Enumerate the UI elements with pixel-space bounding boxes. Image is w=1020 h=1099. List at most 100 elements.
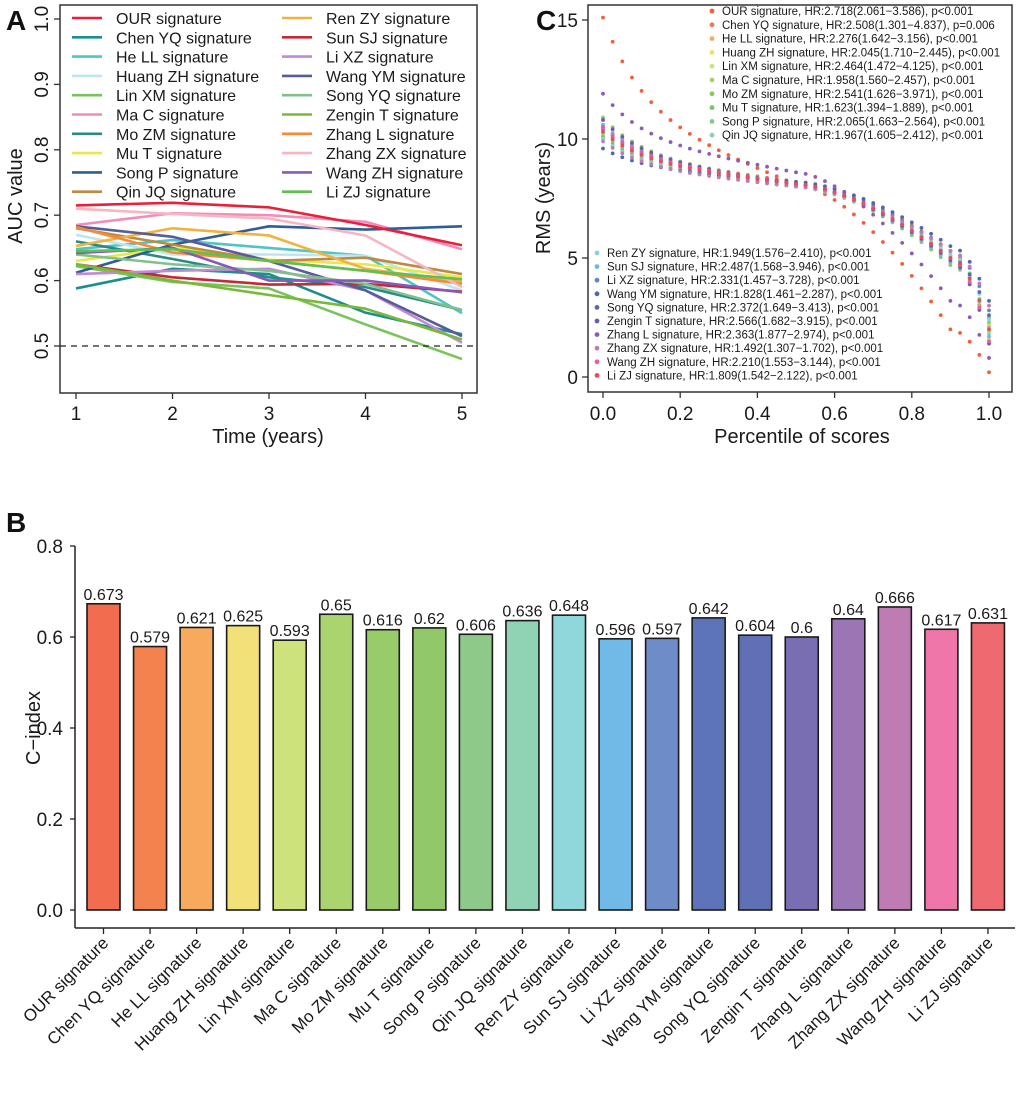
panel-b-y-axis-title: C−index [23, 691, 45, 765]
rms-point [977, 298, 982, 303]
rms-point [726, 173, 731, 177]
legend-marker [709, 22, 715, 28]
rms-point [967, 259, 972, 264]
x-tick-label: 0.2 [667, 404, 693, 425]
legend-marker [594, 291, 600, 297]
panel-c-plot-frame [587, 4, 1013, 393]
rms-point [639, 89, 644, 93]
rms-point [678, 169, 683, 174]
rms-point [678, 143, 683, 148]
rms-point [620, 112, 625, 117]
rms-point [987, 370, 991, 375]
rms-point [745, 175, 750, 180]
x-tick-label: 4 [360, 404, 371, 425]
bar-value-label: 0.636 [502, 604, 542, 621]
rms-point [649, 100, 654, 105]
rms-point [659, 109, 663, 114]
legend-label: Li XZ signature [326, 50, 434, 67]
legend-label: Zengin T signature, HR:2.566(1.682−3.915… [607, 316, 878, 328]
panel-c-rms-chart: OUR signature, HR:2.718(2.061−3.586), p<… [533, 4, 1013, 448]
rms-point [948, 327, 953, 332]
rms-point [958, 303, 962, 308]
rms-point [861, 201, 866, 206]
rms-point [871, 206, 876, 211]
legend-label: Sun SJ signature, HR:2.487(1.568−3.946),… [607, 262, 870, 274]
rms-point [649, 156, 654, 161]
bar-he-ll-signature [179, 626, 214, 911]
bar-lin-xm-signature [272, 639, 308, 911]
rms-point [610, 39, 615, 44]
rms-point [832, 184, 837, 189]
rms-point [630, 148, 634, 153]
legend-marker [594, 277, 600, 283]
legend-label: He LL signature, HR:2.276(1.642−3.156), … [722, 34, 978, 46]
bar-wang-zh-signature [924, 628, 959, 911]
rms-point [601, 125, 605, 129]
rms-point [987, 327, 991, 332]
y-tick-label: 0.2 [37, 810, 63, 831]
legend-marker [709, 63, 715, 69]
rms-point [958, 331, 962, 335]
legend-label: Li XZ signature, HR:2.331(1.457−3.728), … [607, 275, 860, 287]
rms-point [620, 155, 625, 160]
rms-point [755, 177, 760, 182]
rms-point [620, 143, 625, 148]
legend-label: Zengin T signature [326, 108, 459, 125]
panel-a-auc-chart: OUR signature Chen YQ signature He LL sign… [5, 4, 478, 448]
rms-point [765, 178, 769, 183]
rms-point [987, 317, 991, 322]
legend-label: Zhang ZX signature, HR:1.492(1.307−1.702… [607, 343, 883, 355]
rms-point [707, 152, 712, 156]
rms-point [823, 179, 827, 184]
rms-point [726, 153, 731, 157]
rms-point [668, 157, 673, 162]
legend-label: Wang YM signature [326, 69, 466, 86]
rms-point [890, 250, 895, 255]
rms-point [900, 240, 905, 245]
legend-marker [594, 250, 600, 256]
rms-point [958, 248, 962, 253]
bar-sun-sj-signature [598, 638, 633, 911]
rms-point [745, 160, 750, 165]
y-tick-label: 0.4 [37, 719, 64, 740]
bar-value-label: 0.625 [223, 609, 263, 626]
x-tick-label: 1 [71, 404, 82, 425]
bar-song-p-signature [458, 633, 494, 911]
y-tick-label: 1.0 [32, 6, 53, 32]
rms-point [909, 220, 914, 225]
rms-point [900, 262, 905, 266]
rms-point [967, 276, 972, 281]
rms-point [716, 154, 721, 159]
rms-point [861, 220, 866, 225]
rms-point [601, 139, 605, 144]
panel-b-y-axis: 0.0 0.2 0.4 0.6 0.8 [37, 537, 76, 928]
rms-point [639, 150, 644, 155]
bar-wang-ym-signature [691, 617, 726, 911]
rms-point [929, 299, 933, 304]
legend-label: Ma C signature [116, 108, 225, 125]
rms-point [659, 154, 663, 159]
rms-point [987, 313, 991, 318]
series-line-song-p-signature [75, 225, 463, 275]
rms-point [601, 118, 605, 122]
legend-marker [594, 264, 600, 269]
legend-marker [709, 36, 715, 41]
rms-point [813, 184, 818, 189]
rms-point [861, 197, 866, 201]
rms-point [630, 141, 634, 145]
bar-value-label: 0.606 [456, 617, 496, 634]
y-tick-label: 0.9 [32, 71, 53, 97]
rms-point [639, 126, 644, 131]
legend-label: Lin XM signature, HR:2.464(1.472−4.125),… [722, 61, 983, 73]
legend-marker [709, 50, 715, 55]
rms-point [938, 248, 943, 253]
rms-point [967, 315, 972, 320]
rms-point [601, 91, 605, 96]
rms-point [987, 339, 991, 344]
bar-value-label: 0.65 [321, 597, 352, 614]
rms-point [687, 131, 692, 136]
rms-point [890, 231, 895, 235]
rms-point [774, 166, 779, 171]
legend-marker [594, 318, 600, 324]
